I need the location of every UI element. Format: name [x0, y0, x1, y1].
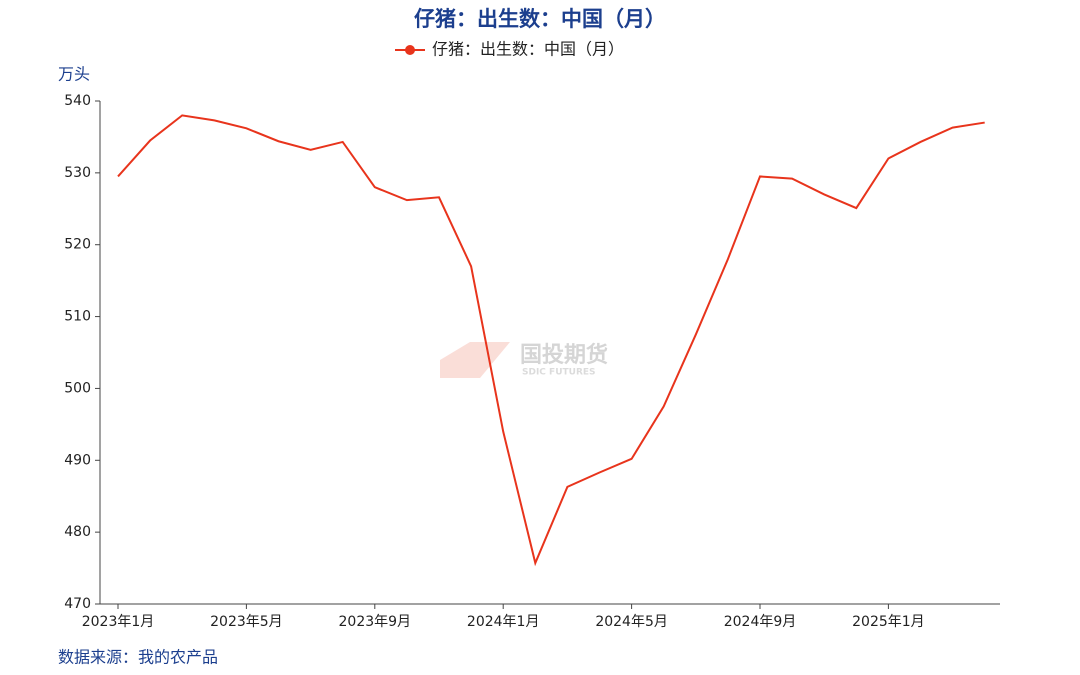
y-tick-label: 500: [64, 380, 91, 396]
y-tick-label: 530: [64, 165, 91, 181]
legend-label: 仔猪：出生数：中国（月）: [432, 40, 624, 59]
y-axis-label: 万头: [58, 65, 90, 84]
source-note: 数据来源：我的农产品: [58, 648, 218, 667]
data-line: [117, 114, 985, 567]
y-tick-label: 480: [64, 524, 91, 540]
watermark-subtitle: SDIC FUTURES: [522, 368, 596, 378]
watermark: 国投期货 SDIC FUTURES: [440, 342, 608, 378]
y-tick-label: 510: [64, 309, 91, 325]
y-tick-label: 520: [64, 237, 91, 253]
x-tick-label: 2023年9月: [339, 614, 412, 630]
x-tick-label: 2024年1月: [467, 614, 540, 630]
watermark-name: 国投期货: [520, 342, 608, 368]
chart-title: 仔猪：出生数：中国（月）: [414, 7, 666, 31]
y-tick-label: 490: [64, 452, 91, 468]
x-tick-label: 2023年5月: [210, 614, 283, 630]
x-tick-label: 2024年5月: [595, 614, 668, 630]
x-tick-label: 2024年9月: [724, 614, 797, 630]
y-tick-label: 540: [64, 93, 91, 109]
watermark-logo: [440, 342, 510, 378]
legend-marker: [405, 45, 415, 55]
y-tick-label: 470: [64, 596, 91, 612]
x-tick-label: 2023年1月: [82, 614, 155, 630]
x-tick-label: 2025年1月: [852, 614, 925, 630]
